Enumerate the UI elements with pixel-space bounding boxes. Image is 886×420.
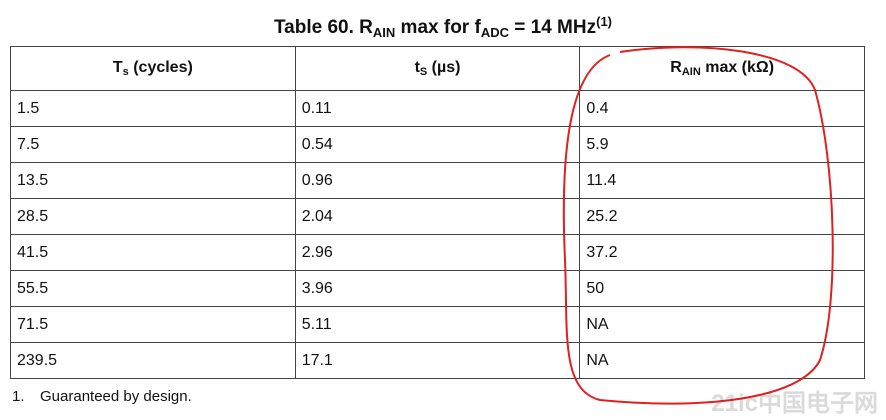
title-superscript: (1) [596, 14, 612, 29]
title-text: Table 60. R [273, 17, 373, 38]
title-subscript: ADC [480, 25, 509, 40]
data-table: Ts (cycles) tS (µs) RAIN max (kΩ) 1.5 0.11 0… [10, 46, 865, 379]
title-text: max for f [395, 17, 481, 38]
header-cell: RAIN max (kΩ) [579, 46, 865, 91]
table-cell: 5.11 [294, 306, 581, 343]
table-cell: 37.2 [579, 234, 865, 271]
table-cell: 25.2 [579, 198, 865, 235]
table-row: 71.5 5.11 NA [10, 306, 865, 343]
table-cell: 3.96 [294, 270, 581, 307]
table-cell: 0.4 [579, 90, 865, 127]
header-row: Ts (cycles) tS (µs) RAIN max (kΩ) [10, 46, 865, 91]
table-cell: 11.4 [579, 162, 865, 199]
header-subscript: AIN [681, 66, 701, 78]
footnote-text: Guaranteed by design. [40, 388, 192, 405]
table-cell: 5.9 [579, 126, 865, 163]
table-cell: 28.5 [10, 198, 296, 235]
footnote-number: 1. [12, 388, 25, 405]
table-cell: 55.5 [10, 270, 296, 307]
table-body: 1.5 0.11 0.4 7.5 0.54 5.9 13.5 0.96 11.4 28.5 2.04… [10, 90, 865, 379]
footnote: 1. Guaranteed by design. [12, 388, 192, 405]
header-cell: Ts (cycles) [10, 46, 296, 91]
header-cell: tS (µs) [294, 46, 581, 91]
header-subscript: S [419, 66, 428, 78]
table-cell: 2.96 [294, 234, 581, 271]
table-row: 28.5 2.04 25.2 [10, 198, 865, 235]
header-main: t [414, 59, 420, 76]
header-rest: (µs) [427, 59, 461, 76]
table-row: 41.5 2.96 37.2 [10, 234, 865, 271]
header-subscript: s [122, 66, 129, 78]
table-row: 1.5 0.11 0.4 [10, 90, 865, 127]
table-row: 13.5 0.96 11.4 [10, 162, 865, 199]
table-cell: 2.04 [294, 198, 581, 235]
table-cell: 17.1 [294, 342, 581, 379]
table-row: 239.5 17.1 NA [10, 342, 865, 379]
table-cell: NA [579, 342, 865, 379]
table-cell: 0.54 [294, 126, 581, 163]
table-cell: 0.11 [294, 90, 581, 127]
watermark: 21ic中国电子网 [711, 390, 878, 417]
title-text: = 14 MHz [508, 17, 597, 38]
header-main: R [670, 59, 682, 76]
table-cell: 239.5 [10, 342, 296, 379]
header-rest: (cycles) [128, 59, 193, 76]
table-row: 7.5 0.54 5.9 [10, 126, 865, 163]
table-cell: 71.5 [10, 306, 296, 343]
table-cell: 1.5 [10, 90, 296, 127]
table-cell: NA [579, 306, 865, 343]
table-cell: 41.5 [10, 234, 296, 271]
table-row: 55.5 3.96 50 [10, 270, 865, 307]
table-cell: 13.5 [10, 162, 296, 199]
table-cell: 0.96 [294, 162, 581, 199]
table-title: Table 60. RAIN max for fADC = 14 MHz(1) [0, 14, 886, 40]
header-main: T [112, 59, 123, 76]
table-cell: 7.5 [10, 126, 296, 163]
table-cell: 50 [579, 270, 865, 307]
header-rest: max (kΩ) [700, 59, 775, 76]
title-subscript: AIN [372, 25, 396, 40]
